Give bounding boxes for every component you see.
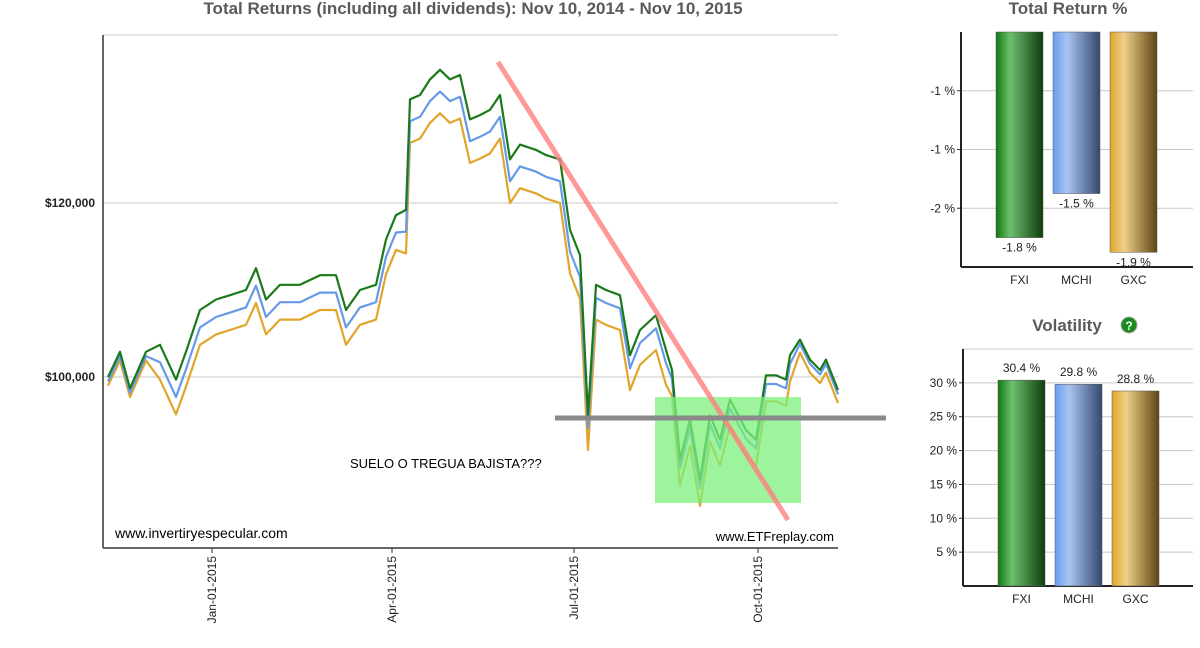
bar-value-label: 28.8 % bbox=[1117, 372, 1155, 386]
x-tick-label: Jul-01-2015 bbox=[567, 556, 581, 620]
volatility-bar-chart: 5 % 10 % 15 % 20 % 25 % 30 % 30.4 % FXI 29.8 % MC… bbox=[930, 348, 1193, 606]
help-icon-glyph: ? bbox=[1125, 319, 1132, 333]
bar-fxi bbox=[997, 379, 1046, 587]
annotations: SUELO O TREGUA BAJISTA??? www.invertirye… bbox=[114, 60, 886, 544]
x-tick-label: Oct-01-2015 bbox=[751, 556, 765, 623]
help-icon[interactable]: ? bbox=[1120, 316, 1138, 334]
x-category-label: GXC bbox=[1120, 273, 1146, 287]
bar-value-label: 29.8 % bbox=[1060, 365, 1098, 379]
y-tick-label: $100,000 bbox=[45, 370, 95, 384]
y-tick-label: 25 % bbox=[930, 410, 958, 424]
y-tick-label: 5 % bbox=[936, 545, 957, 559]
bar-mchi bbox=[1054, 383, 1103, 587]
y-tick-label: -1 % bbox=[930, 143, 955, 157]
bar-value-label: -1.5 % bbox=[1059, 197, 1094, 211]
x-tick-label: Jan-01-2015 bbox=[205, 556, 219, 624]
y-tick-label: 15 % bbox=[930, 477, 958, 491]
annotation-text: SUELO O TREGUA BAJISTA??? bbox=[350, 456, 542, 471]
total-return-bar-chart: -1 % -1 % -2 % -1.8 % FXI -1.5 % MCHI -1.9 % GXC bbox=[930, 31, 1193, 287]
y-tick-label: $120,000 bbox=[45, 196, 95, 210]
y-tick-label: 10 % bbox=[930, 511, 958, 525]
watermark-right: www.ETFreplay.com bbox=[715, 529, 834, 544]
x-tick-label: Apr-01-2015 bbox=[385, 556, 399, 623]
bar-mchi bbox=[1052, 31, 1101, 194]
support-zone-box bbox=[655, 397, 801, 503]
bar-value-label: -1.9 % bbox=[1116, 255, 1151, 269]
volatility-title: Volatility bbox=[1032, 316, 1102, 335]
x-category-label: GXC bbox=[1122, 592, 1148, 606]
x-category-label: FXI bbox=[1012, 592, 1031, 606]
bar-fxi bbox=[995, 31, 1044, 238]
y-tick-label: -2 % bbox=[930, 201, 955, 215]
downtrend-line bbox=[495, 60, 791, 522]
y-tick-label: 20 % bbox=[930, 444, 958, 458]
x-category-label: FXI bbox=[1010, 273, 1029, 287]
y-tick-label: 30 % bbox=[930, 376, 958, 390]
watermark-left: www.invertiryespecular.com bbox=[114, 525, 288, 541]
x-category-label: MCHI bbox=[1061, 273, 1092, 287]
total-return-title: Total Return % bbox=[1009, 0, 1128, 18]
main-chart-title: Total Returns (including all dividends):… bbox=[203, 0, 742, 18]
x-category-label: MCHI bbox=[1063, 592, 1094, 606]
bar-gxc bbox=[1109, 31, 1158, 253]
y-tick-label: -1 % bbox=[930, 84, 955, 98]
bar-gxc bbox=[1111, 390, 1160, 587]
bar-value-label: -1.8 % bbox=[1002, 241, 1037, 255]
bar-value-label: 30.4 % bbox=[1003, 361, 1041, 375]
